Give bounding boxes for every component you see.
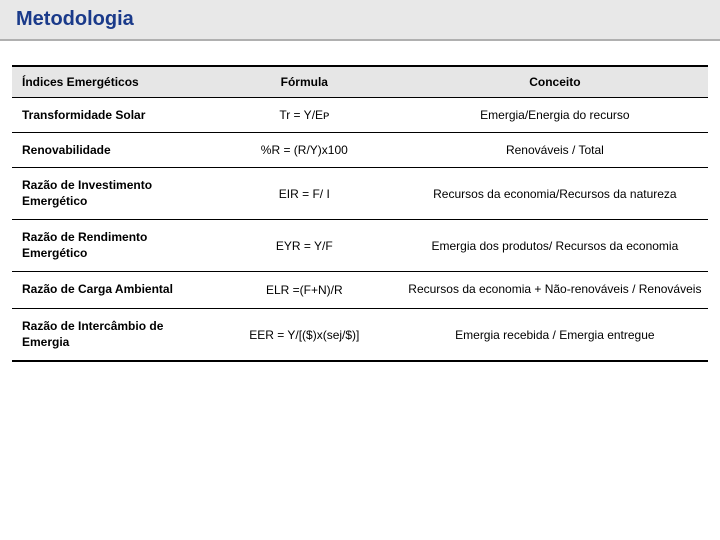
col-header-indices: Índices Emergéticos <box>12 66 207 98</box>
col-header-conceito: Conceito <box>402 66 708 98</box>
cell-concept: Emergia recebida / Emergia entregue <box>402 308 708 361</box>
cell-formula: EER = Y/[($)x(sej/$)] <box>207 308 402 361</box>
cell-formula: %R = (R/Y)x100 <box>207 133 402 168</box>
cell-concept: Emergia/Energia do recurso <box>402 98 708 133</box>
cell-formula: EIR = F/ I <box>207 168 402 220</box>
indices-table: Índices Emergéticos Fórmula Conceito Tra… <box>12 65 708 362</box>
cell-name: Razão de Carga Ambiental <box>12 272 207 309</box>
cell-concept: Recursos da economia/Recursos da naturez… <box>402 168 708 220</box>
page-title: Metodologia <box>16 8 134 30</box>
table-row: Razão de Carga Ambiental ELR =(F+N)/R Re… <box>12 272 708 309</box>
content-area: Índices Emergéticos Fórmula Conceito Tra… <box>0 41 720 362</box>
cell-name: Razão de Investimento Emergético <box>12 168 207 220</box>
cell-name: Razão de Intercâmbio de Emergia <box>12 308 207 361</box>
cell-concept: Renováveis / Total <box>402 133 708 168</box>
table-row: Razão de Rendimento Emergético EYR = Y/F… <box>12 220 708 272</box>
cell-name: Renovabilidade <box>12 133 207 168</box>
cell-concept: Recursos da economia + Não-renováveis / … <box>402 272 708 309</box>
table-row: Renovabilidade %R = (R/Y)x100 Renováveis… <box>12 133 708 168</box>
table-row: Razão de Intercâmbio de Emergia EER = Y/… <box>12 308 708 361</box>
table-header-row: Índices Emergéticos Fórmula Conceito <box>12 66 708 98</box>
table-row: Transformidade Solar Tr = Y/Eᴘ Emergia/E… <box>12 98 708 133</box>
cell-formula: ELR =(F+N)/R <box>207 272 402 309</box>
cell-name: Razão de Rendimento Emergético <box>12 220 207 272</box>
cell-name: Transformidade Solar <box>12 98 207 133</box>
cell-formula: Tr = Y/Eᴘ <box>207 98 402 133</box>
cell-concept: Emergia dos produtos/ Recursos da econom… <box>402 220 708 272</box>
table-row: Razão de Investimento Emergético EIR = F… <box>12 168 708 220</box>
cell-formula: EYR = Y/F <box>207 220 402 272</box>
col-header-formula: Fórmula <box>207 66 402 98</box>
title-bar: Metodologia <box>0 0 720 41</box>
